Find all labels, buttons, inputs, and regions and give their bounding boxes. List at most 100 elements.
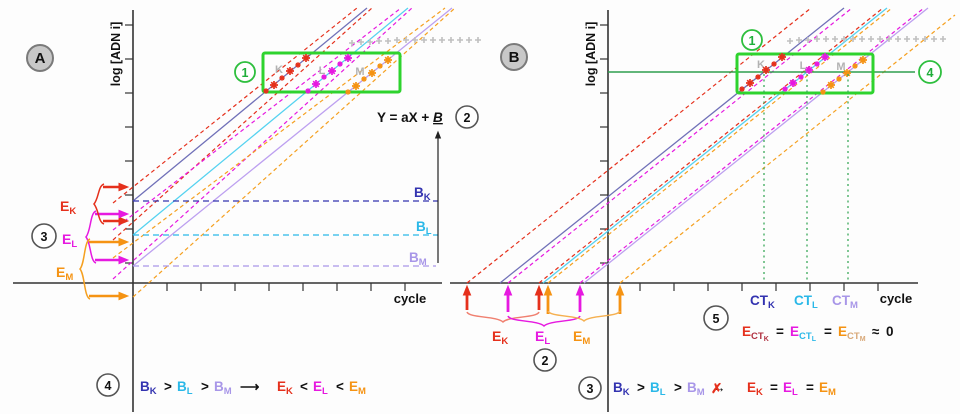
- ct-efficiency-equation: ECTK = ECTL = ECTM ≈ 0: [742, 324, 894, 343]
- panel-a-x-ticks: [166, 283, 406, 291]
- step-1-number-a: 1: [242, 66, 249, 80]
- efficiency-label-ek-b: EK: [492, 328, 508, 347]
- step-4-number-b: 4: [927, 66, 934, 80]
- step-5-circle-b: [703, 305, 729, 331]
- efficiency-arrows-a: [89, 182, 130, 301]
- standard-curve-k-line-a: [132, 7, 368, 202]
- svg-text:BM: BM: [687, 380, 705, 398]
- replicate-lines-a: [112, 7, 456, 298]
- step-4-circle-a: [96, 373, 120, 397]
- svg-text:=: =: [770, 380, 778, 395]
- svg-text:BL: BL: [177, 379, 193, 397]
- svg-text:BL: BL: [650, 380, 666, 398]
- panel-a-x-axis-label: cycle: [394, 291, 427, 306]
- svg-text:=: =: [776, 324, 784, 339]
- panel-a: A log [ADN i] cycle: [13, 7, 482, 412]
- efficiency-brace-l-a: [85, 210, 97, 264]
- step-4-number-a: 4: [105, 379, 112, 393]
- intercept-label-bk: BK: [414, 185, 431, 203]
- ct-label-l: CTL: [794, 293, 818, 311]
- svg-text:EL: EL: [783, 380, 798, 398]
- panel-a-y-ticks: [125, 24, 133, 264]
- standard-curve-l-line-a: [132, 7, 409, 236]
- step-5-number-b: 5: [713, 312, 720, 326]
- conclusion-equation-b: BK > BL > BM → ✗ EK = EL = EM: [613, 380, 836, 398]
- svg-text:EM: EM: [819, 380, 836, 398]
- step-3-number-a: 3: [41, 230, 48, 244]
- step-1-number-b: 1: [749, 34, 756, 48]
- standard-curve-m-line-a: [132, 7, 453, 267]
- series-letter-k-a: K: [275, 64, 283, 76]
- intercept-label-bm: BM: [409, 250, 427, 268]
- svg-text:ECTL: ECTL: [790, 324, 817, 343]
- step-1-circle-a: [234, 61, 256, 83]
- svg-text:EK: EK: [277, 379, 293, 397]
- panel-b-x-axis-label: cycle: [880, 291, 913, 306]
- efficiency-brace-l-b: [507, 315, 581, 328]
- series-letter-m-a: M: [355, 66, 364, 78]
- efficiency-brace-m-b: [547, 310, 621, 323]
- conclusion-equation-a: BK > BL > BM ⟶ EK < EL < EM: [140, 379, 366, 397]
- svg-text:EM: EM: [349, 379, 366, 397]
- svg-text:>: >: [164, 379, 172, 394]
- panel-b-badge-label: B: [509, 49, 520, 66]
- efficiency-label-em-a: EM: [56, 264, 73, 283]
- implies-arrow-a: ⟶: [240, 379, 260, 394]
- svg-text:EK: EK: [747, 380, 763, 398]
- crossed-arrow-b: →: [712, 380, 726, 395]
- efficiency-label-el-a: EL: [62, 231, 77, 250]
- svg-text:<: <: [336, 379, 344, 394]
- panel-b-y-axis-label: log [ADN i]: [584, 22, 598, 87]
- step-3-number-b: 3: [587, 382, 594, 396]
- svg-text:BK: BK: [613, 380, 630, 398]
- svg-text:=: =: [824, 324, 832, 339]
- panel-b-x-ticks: [639, 283, 879, 291]
- efficiency-arrows-b: [462, 284, 625, 314]
- efficiency-label-ek-a: EK: [60, 198, 76, 217]
- series-letter-l-a: L: [319, 65, 326, 77]
- svg-text:0: 0: [886, 324, 894, 339]
- ct-label-k: CTK: [750, 293, 775, 311]
- step-4-circle-b: [918, 60, 942, 84]
- panel-b: B log [ADN i] cycle: [450, 7, 956, 412]
- panel-b-y-ticks: [600, 24, 608, 264]
- efficiency-brace-k-b: [466, 311, 540, 324]
- panel-a-badge-label: A: [35, 50, 46, 67]
- svg-text:>: >: [674, 380, 682, 395]
- efficiency-label-el-b: EL: [535, 328, 550, 347]
- panel-b-badge-circle: [500, 43, 528, 71]
- exponential-phase-box-b: [735, 52, 875, 95]
- step-2-circle-b: [533, 348, 557, 372]
- exponential-phase-box-a: [261, 51, 402, 94]
- panel-a-badge-circle: [26, 44, 54, 72]
- svg-text:BK: BK: [140, 379, 157, 397]
- step-2-circle-a: [455, 105, 479, 129]
- plateau-markers-b: [786, 35, 947, 45]
- efficiency-brace-k-a: [93, 183, 105, 225]
- replicate-lines-b: [466, 7, 956, 284]
- svg-text:BM: BM: [214, 379, 232, 397]
- svg-text:=: =: [806, 380, 814, 395]
- series-letter-m-b: M: [836, 61, 845, 73]
- ct-drop-lines: [763, 74, 849, 282]
- model-equation: Y = aX + B: [377, 110, 443, 125]
- series-letter-l-b: L: [800, 60, 807, 72]
- efficiency-brace-m-a: [79, 238, 91, 300]
- step-1-circle-b: [741, 29, 763, 51]
- panel-a-y-axis-label: log [ADN i]: [109, 22, 123, 87]
- svg-text:ECTK: ECTK: [742, 324, 769, 343]
- svg-text:>: >: [201, 379, 209, 394]
- step-2-number-b: 2: [542, 354, 549, 368]
- not-implies-cross: ✗: [711, 381, 722, 396]
- intercept-label-bl: BL: [416, 219, 432, 237]
- ct-label-m: CTM: [832, 293, 858, 311]
- svg-text:ECTM: ECTM: [838, 324, 866, 343]
- efficiency-label-em-b: EM: [573, 328, 590, 347]
- svg-text:>: >: [637, 380, 645, 395]
- svg-text:EL: EL: [313, 379, 328, 397]
- series-letter-k-b: K: [757, 59, 765, 71]
- step-3-circle-b: [578, 376, 602, 400]
- step-3-circle-a: [31, 223, 57, 249]
